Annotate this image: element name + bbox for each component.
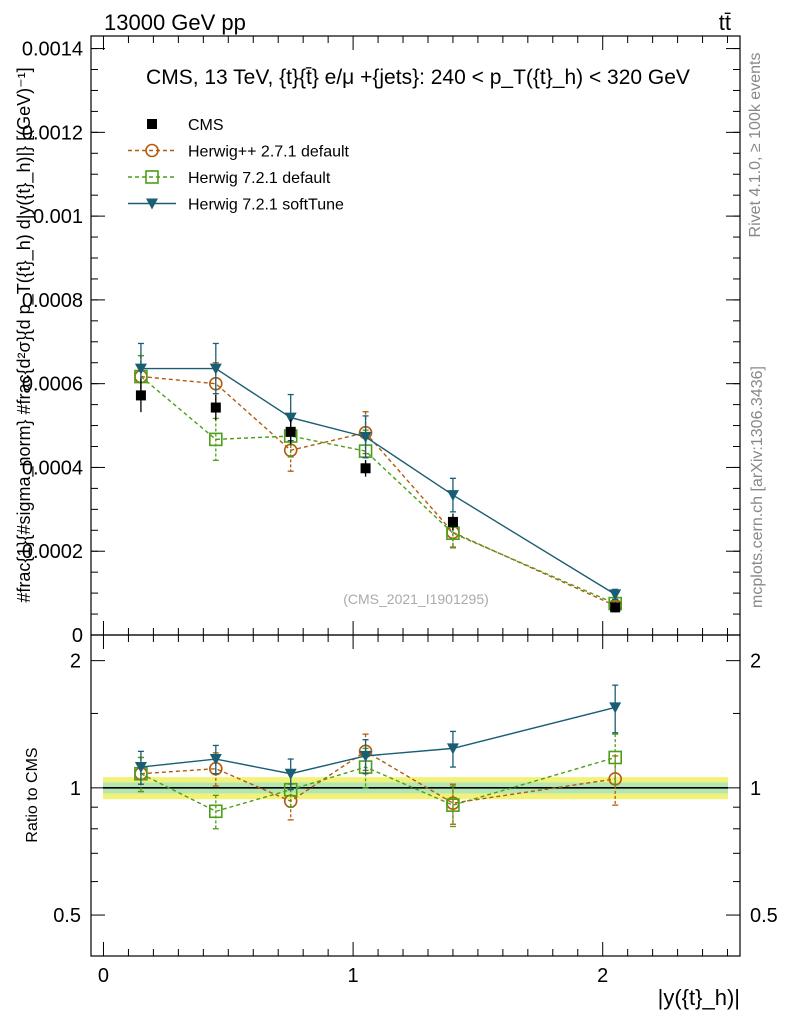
data-point — [209, 804, 223, 819]
main-series-cms — [135, 378, 621, 613]
data-point — [209, 754, 222, 766]
series-line — [140, 367, 616, 595]
chart-title: CMS, 13 TeV, {t}{t̄} e/μ +{jets}: 240 < … — [146, 66, 690, 89]
data-point — [446, 743, 459, 755]
main-y-tick-label: 0.0008 — [22, 290, 83, 312]
main-y-tick-label: 0.001 — [33, 206, 83, 228]
data-point — [135, 390, 146, 401]
data-point — [284, 412, 297, 424]
legend-marker — [147, 119, 157, 129]
data-point — [359, 431, 372, 443]
ratio-axis-ticks: 0.5 0.5 1 1 2 2 0 1 2 — [53, 635, 778, 987]
legend-marker — [145, 170, 159, 184]
x-tick-label: 1 — [348, 965, 359, 987]
series-line — [140, 706, 616, 775]
series-line — [140, 375, 616, 607]
legend-item: Herwig++ 2.7.1 default — [128, 144, 350, 161]
data-point — [210, 402, 221, 413]
ratio-y-tick-label: 1 — [70, 778, 81, 800]
data-point — [284, 768, 297, 780]
series-line — [140, 376, 616, 605]
legend-label: CMS — [188, 117, 224, 134]
main-y-tick-label: 0.0006 — [22, 374, 83, 396]
main-y-tick-label: 0.0014 — [22, 39, 83, 61]
rivet-label: Rivet 4.1.0, ≥ 100k events — [747, 53, 764, 238]
legend-marker — [146, 198, 158, 210]
main-y-tick-label: 0 — [72, 625, 83, 647]
legend-label: Herwig++ 2.7.1 default — [188, 144, 350, 161]
data-point — [610, 602, 621, 613]
data-point — [609, 702, 622, 714]
data-point — [608, 772, 622, 786]
legend-item: Herwig 7.2.1 default — [128, 170, 331, 187]
header-right: tt̄ — [719, 10, 731, 35]
analysis-watermark: (CMS_2021_I1901295) — [343, 591, 489, 607]
main-y-tick-label: 0.0012 — [22, 122, 83, 144]
ratio-y-tick-label: 0.5 — [53, 905, 81, 927]
ratio-frame — [90, 634, 741, 957]
main-series-herwig-7-2-1-softtune — [134, 342, 622, 601]
main-y-tick-label: 0.0004 — [22, 457, 83, 479]
data-point — [285, 426, 296, 437]
data-point — [608, 750, 622, 765]
ratio-series-layer — [134, 684, 622, 830]
main-series-herwig-7-2-1-default — [134, 354, 622, 611]
ratio-y-tick-label-right: 2 — [750, 651, 761, 673]
ratio-y-tick-label: 2 — [70, 651, 81, 673]
main-y-axis-title: #frac{1}{#sigma_norm} #frac{d²σ}{d p_T({… — [14, 67, 35, 602]
x-axis-title: |y({t}_h)| — [658, 985, 740, 1010]
data-point — [446, 490, 459, 502]
legend-label: Herwig 7.2.1 softTune — [188, 197, 344, 214]
x-tick-label: 2 — [597, 965, 608, 987]
legend-item: Herwig 7.2.1 softTune — [128, 197, 344, 214]
ratio-series-herwig-7-2-1-softtune — [134, 684, 622, 791]
data-point — [209, 432, 223, 447]
ratio-y-axis-title: Ratio to CMS — [24, 747, 41, 842]
main-series-herwig-2-7-1-default — [134, 354, 622, 613]
data-point — [360, 463, 371, 474]
ratio-y-tick-label-right: 1 — [750, 778, 761, 800]
main-axis-ticks: 0 0.0002 0.0004 0.0006 0.0008 0.001 0.0012 0.00… — [22, 36, 740, 647]
main-y-tick-label: 0.0002 — [22, 541, 83, 563]
legend: CMS Herwig++ 2.7.1 default Herwig 7.2.1 de… — [128, 117, 350, 214]
data-point — [446, 798, 460, 812]
legend-label: Herwig 7.2.1 default — [188, 170, 331, 187]
data-point — [134, 363, 147, 375]
data-point — [447, 516, 458, 527]
ratio-y-tick-label-right: 0.5 — [750, 905, 778, 927]
data-point — [209, 363, 222, 375]
mcplots-label: mcplots.cern.ch [arXiv:1306.3436] — [749, 366, 766, 608]
x-tick-label: 0 — [98, 965, 109, 987]
data-point — [359, 750, 372, 762]
legend-item: CMS — [147, 117, 224, 134]
legend-marker — [145, 143, 159, 158]
data-point — [134, 762, 147, 774]
data-point — [609, 589, 622, 601]
main-series-layer — [134, 342, 622, 613]
header-left: 13000 GeV pp — [104, 10, 246, 35]
